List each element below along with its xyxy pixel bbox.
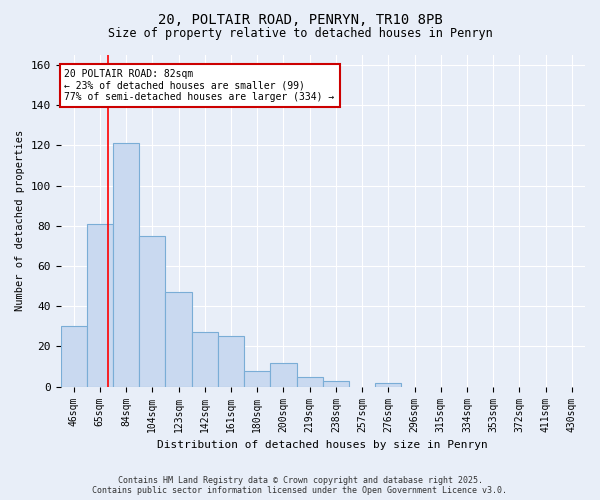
Y-axis label: Number of detached properties: Number of detached properties bbox=[15, 130, 25, 312]
Bar bbox=[271, 362, 296, 386]
Bar bbox=[139, 236, 166, 386]
Bar bbox=[323, 380, 349, 386]
X-axis label: Distribution of detached houses by size in Penryn: Distribution of detached houses by size … bbox=[157, 440, 488, 450]
Bar bbox=[375, 382, 401, 386]
Bar bbox=[87, 224, 113, 386]
Text: Contains HM Land Registry data © Crown copyright and database right 2025.
Contai: Contains HM Land Registry data © Crown c… bbox=[92, 476, 508, 495]
Text: 20, POLTAIR ROAD, PENRYN, TR10 8PB: 20, POLTAIR ROAD, PENRYN, TR10 8PB bbox=[158, 12, 442, 26]
Bar bbox=[218, 336, 244, 386]
Bar bbox=[113, 144, 139, 386]
Bar bbox=[61, 326, 87, 386]
Bar bbox=[166, 292, 191, 386]
Bar bbox=[191, 332, 218, 386]
Text: Size of property relative to detached houses in Penryn: Size of property relative to detached ho… bbox=[107, 28, 493, 40]
Bar bbox=[296, 376, 323, 386]
Text: 20 POLTAIR ROAD: 82sqm
← 23% of detached houses are smaller (99)
77% of semi-det: 20 POLTAIR ROAD: 82sqm ← 23% of detached… bbox=[64, 69, 335, 102]
Bar bbox=[244, 370, 271, 386]
